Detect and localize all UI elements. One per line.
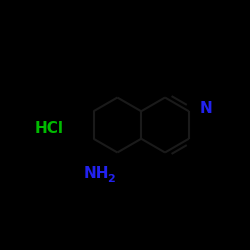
Text: HCl: HCl — [34, 121, 63, 136]
Text: NH: NH — [84, 166, 109, 181]
Text: N: N — [199, 101, 212, 116]
Text: 2: 2 — [108, 174, 115, 184]
